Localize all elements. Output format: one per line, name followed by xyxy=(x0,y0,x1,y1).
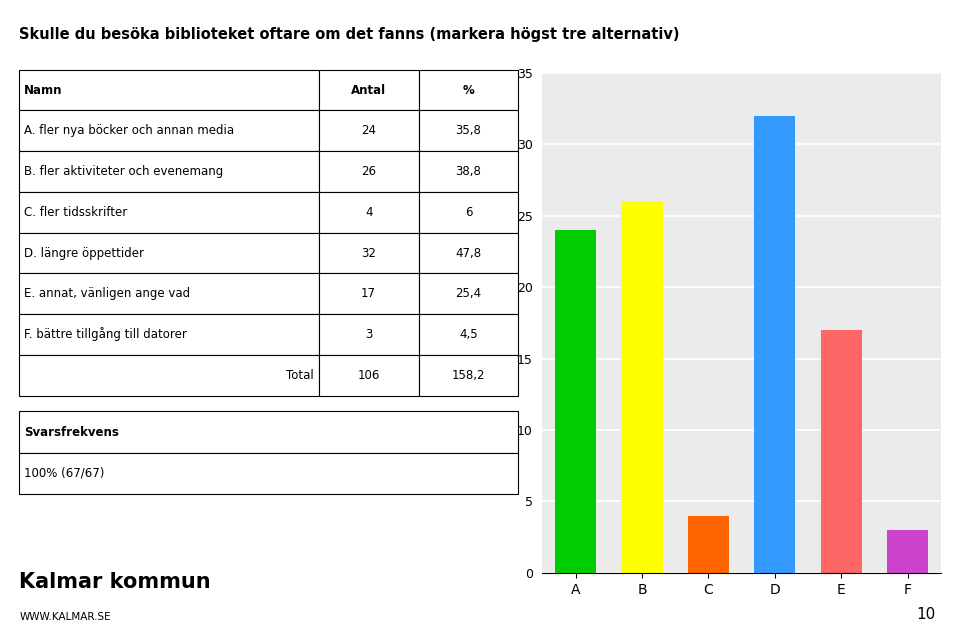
Text: B. fler aktiviteter och evenemang: B. fler aktiviteter och evenemang xyxy=(24,165,224,178)
Text: 17: 17 xyxy=(361,287,376,300)
Bar xyxy=(19,233,319,273)
Bar xyxy=(319,70,419,110)
Text: 106: 106 xyxy=(357,369,380,382)
Bar xyxy=(19,411,518,453)
Bar xyxy=(19,151,319,192)
Bar xyxy=(419,233,518,273)
Text: Total: Total xyxy=(286,369,314,382)
Text: 6: 6 xyxy=(465,206,472,219)
Bar xyxy=(19,192,319,233)
Bar xyxy=(319,151,419,192)
Bar xyxy=(19,453,518,494)
Text: 100% (67/67): 100% (67/67) xyxy=(24,467,105,480)
Bar xyxy=(555,230,596,573)
Text: Kalmar kommun: Kalmar kommun xyxy=(19,572,211,592)
Bar xyxy=(19,273,319,314)
Bar xyxy=(319,110,419,151)
Text: F. bättre tillgång till datorer: F. bättre tillgång till datorer xyxy=(24,327,187,341)
Text: 158,2: 158,2 xyxy=(452,369,485,382)
Text: 4,5: 4,5 xyxy=(459,328,478,341)
Text: E. annat, vänligen ange vad: E. annat, vänligen ange vad xyxy=(24,287,190,300)
Bar xyxy=(319,192,419,233)
Bar xyxy=(319,273,419,314)
Text: Antal: Antal xyxy=(351,84,386,96)
Bar xyxy=(419,110,518,151)
Bar xyxy=(319,233,419,273)
Bar xyxy=(887,530,928,573)
Bar xyxy=(319,314,419,355)
Bar xyxy=(19,355,319,396)
Bar xyxy=(755,116,796,573)
Text: %: % xyxy=(463,84,474,96)
Text: 47,8: 47,8 xyxy=(455,246,482,260)
Bar xyxy=(621,201,662,573)
Bar xyxy=(419,151,518,192)
Text: C. fler tidsskrifter: C. fler tidsskrifter xyxy=(24,206,128,219)
Text: 26: 26 xyxy=(361,165,376,178)
Text: WWW.KALMAR.SE: WWW.KALMAR.SE xyxy=(19,611,110,622)
Text: 35,8: 35,8 xyxy=(456,124,481,137)
Bar xyxy=(419,273,518,314)
Bar xyxy=(19,110,319,151)
Bar xyxy=(419,314,518,355)
Bar xyxy=(419,70,518,110)
Text: Svarsfrekvens: Svarsfrekvens xyxy=(24,425,119,439)
Bar xyxy=(687,516,729,573)
Text: 32: 32 xyxy=(361,246,376,260)
Text: 3: 3 xyxy=(365,328,372,341)
Bar xyxy=(419,355,518,396)
Bar xyxy=(419,192,518,233)
Text: 24: 24 xyxy=(361,124,376,137)
Bar xyxy=(19,314,319,355)
Text: D. längre öppettider: D. längre öppettider xyxy=(24,246,144,260)
Bar xyxy=(319,355,419,396)
Text: A. fler nya böcker och annan media: A. fler nya böcker och annan media xyxy=(24,124,234,137)
Text: Namn: Namn xyxy=(24,84,62,96)
Bar xyxy=(821,330,862,573)
Text: 10: 10 xyxy=(917,606,936,622)
Text: 4: 4 xyxy=(365,206,372,219)
Text: 38,8: 38,8 xyxy=(456,165,481,178)
Text: 25,4: 25,4 xyxy=(455,287,482,300)
Text: Skulle du besöka biblioteket oftare om det fanns (markera högst tre alternativ): Skulle du besöka biblioteket oftare om d… xyxy=(19,27,680,42)
Bar xyxy=(19,70,319,110)
